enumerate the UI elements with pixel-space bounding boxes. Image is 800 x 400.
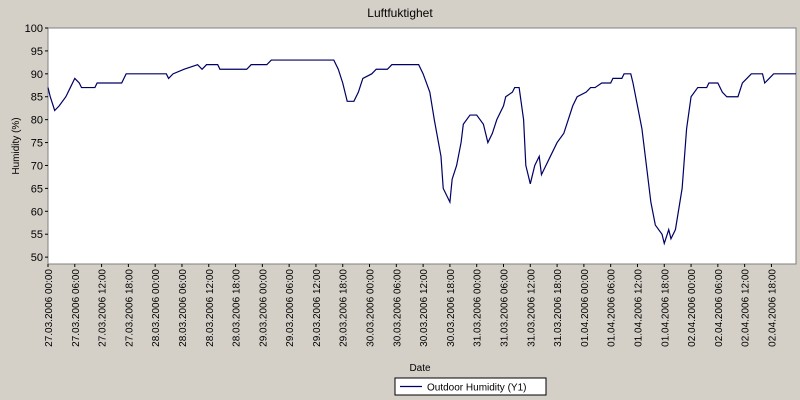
x-tick-label: 30.03.2006 12:00 <box>419 269 430 347</box>
x-tick-label: 31.03.2006 00:00 <box>473 269 484 347</box>
y-tick-label: 60 <box>31 206 43 218</box>
x-tick-label: 31.03.2006 06:00 <box>499 269 510 347</box>
x-tick-label: 29.03.2006 18:00 <box>339 269 350 347</box>
x-tick-label: 28.03.2006 00:00 <box>151 269 162 347</box>
data-line <box>47 59 796 246</box>
x-tick-label: 01.04.2006 06:00 <box>607 269 618 347</box>
x-tick-label: 27.03.2006 18:00 <box>124 269 135 347</box>
x-tick-label: 27.03.2006 00:00 <box>44 269 55 347</box>
y-tick-label: 80 <box>31 115 43 127</box>
x-tick-label: 29.03.2006 00:00 <box>258 269 269 347</box>
y-tick-label: 75 <box>31 138 43 150</box>
y-tick-label: 50 <box>31 252 43 264</box>
y-tick-label: 95 <box>31 46 43 58</box>
x-tick-label: 30.03.2006 00:00 <box>366 269 377 347</box>
x-tick-label: 30.03.2006 18:00 <box>446 269 457 347</box>
x-tick-label: 02.04.2006 18:00 <box>767 269 778 347</box>
x-tick-label: 28.03.2006 06:00 <box>178 269 189 347</box>
x-tick-label: 27.03.2006 12:00 <box>98 269 109 347</box>
x-tick-label: 31.03.2006 18:00 <box>553 269 564 347</box>
y-tick-label: 100 <box>25 23 43 35</box>
x-tick-label: 27.03.2006 06:00 <box>71 269 82 347</box>
x-tick-label: 01.04.2006 18:00 <box>660 269 671 347</box>
x-tick-label: 02.04.2006 00:00 <box>687 269 698 347</box>
y-tick-label: 90 <box>31 69 43 81</box>
x-axis-label: Date <box>409 363 431 374</box>
plot-area <box>47 27 797 265</box>
y-tick-label: 70 <box>31 160 43 172</box>
x-tick-label: 29.03.2006 12:00 <box>312 269 323 347</box>
y-tick-label: 85 <box>31 92 43 104</box>
x-tick-label: 01.04.2006 12:00 <box>633 269 644 347</box>
x-tick-label: 28.03.2006 18:00 <box>232 269 243 347</box>
x-tick-label: 02.04.2006 12:00 <box>741 269 752 347</box>
legend-label: Outdoor Humidity (Y1) <box>427 383 526 394</box>
x-tick-label: 01.04.2006 00:00 <box>580 269 591 347</box>
y-axis-label: Humidity (%) <box>11 117 22 174</box>
x-tick-label: 31.03.2006 12:00 <box>526 269 537 347</box>
x-tick-label: 28.03.2006 12:00 <box>205 269 216 347</box>
x-tick-label: 02.04.2006 06:00 <box>714 269 725 347</box>
legend <box>394 377 547 396</box>
x-tick-label: 30.03.2006 06:00 <box>392 269 403 347</box>
y-tick-label: 55 <box>31 229 43 241</box>
x-tick-label: 29.03.2006 06:00 <box>285 269 296 347</box>
chart-title: Luftfuktighet <box>367 6 433 20</box>
y-tick-label: 65 <box>31 183 43 195</box>
